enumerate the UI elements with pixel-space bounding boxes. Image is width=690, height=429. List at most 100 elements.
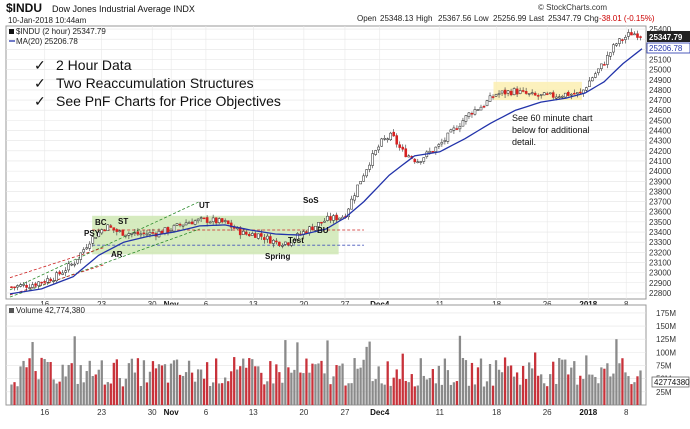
candle-body: [422, 157, 426, 162]
candle-body: [473, 109, 477, 115]
candle-body: [512, 88, 516, 96]
candle-body: [443, 140, 447, 142]
candle-body: [256, 233, 260, 239]
bullet-item: See PnF Charts for Price Objectives: [56, 93, 281, 109]
volume-bar: [606, 363, 609, 405]
volume-bar: [639, 370, 642, 405]
candle-body: [308, 226, 311, 234]
volume-bar: [470, 362, 474, 405]
candle-body: [392, 131, 396, 137]
series-legend: $INDU (2 hour) 25347.79: [16, 27, 106, 36]
bullet-item: 2 Hour Data: [56, 57, 132, 73]
price-tick-label: 23700: [649, 198, 672, 207]
candle-body: [190, 221, 194, 225]
volume-bar: [275, 364, 278, 405]
candle-body: [530, 92, 534, 94]
volume-bar: [67, 364, 70, 405]
candle-body: [124, 234, 128, 237]
volume-bar: [512, 376, 516, 405]
candle-body: [247, 234, 251, 237]
candle-body: [275, 240, 278, 243]
candle-body: [88, 243, 92, 249]
candle-body: [470, 112, 474, 115]
volume-bar: [85, 371, 88, 405]
price-tick-label: 22800: [649, 289, 672, 298]
header-date: 10-Jan-2018 10:44am: [8, 16, 87, 25]
candle-body: [217, 218, 221, 224]
price-tick-label: 24200: [649, 147, 672, 156]
candle-body: [524, 91, 528, 94]
volume-bar: [344, 385, 347, 405]
volume-bar: [239, 366, 242, 405]
candle-body: [350, 198, 353, 210]
annotation-st: ST: [118, 217, 128, 226]
volume-bar: [317, 363, 320, 405]
candle-body: [609, 52, 612, 57]
candle-body: [398, 144, 402, 148]
volume-bar: [10, 384, 13, 405]
candle-body: [618, 38, 621, 44]
volume-bar: [503, 357, 507, 405]
candle-body: [49, 278, 52, 282]
candle-body: [250, 233, 254, 236]
volume-bars: [10, 335, 642, 405]
candle-body: [16, 285, 19, 288]
volume-bar: [163, 364, 167, 405]
volume-bar: [434, 383, 437, 405]
candle-body: [615, 43, 618, 46]
volume-bar: [362, 359, 365, 405]
candle-body: [542, 92, 546, 96]
candle-body: [539, 94, 543, 96]
candle-body: [536, 95, 540, 97]
price-tick-label: 24100: [649, 157, 672, 166]
volume-bar: [461, 357, 465, 405]
volume-date-tick-label: 27: [341, 408, 350, 417]
candle-body: [503, 89, 507, 95]
annotation-ut: UT: [199, 201, 210, 210]
candle-body: [491, 96, 495, 98]
candle-body: [413, 158, 417, 163]
volume-bar: [594, 376, 597, 405]
volume-bar: [172, 360, 176, 405]
volume-bar: [567, 374, 570, 405]
candle-body: [214, 217, 218, 224]
candle-body: [229, 222, 233, 228]
open-label: Open: [357, 14, 377, 23]
volume-bar: [338, 365, 341, 405]
bullet-check: ✓: [34, 75, 46, 91]
candle-body: [579, 91, 582, 94]
candle-body: [127, 233, 131, 236]
volume-bar: [22, 360, 25, 405]
candle-body: [527, 93, 531, 95]
volume-bar: [515, 372, 519, 405]
volume-swatch: [9, 308, 14, 313]
candle-body: [362, 175, 365, 182]
candle-body: [103, 229, 107, 232]
candle-body: [73, 263, 77, 266]
candle-body: [181, 224, 185, 227]
annotation-ps: PSY: [84, 229, 101, 238]
volume-bar: [527, 362, 531, 405]
volume-bar: [79, 365, 82, 405]
candle-body: [40, 281, 43, 284]
price-tick-label: 24800: [649, 86, 672, 95]
volume-bar: [103, 384, 106, 405]
candle-body: [293, 239, 296, 243]
candle-body: [548, 92, 552, 95]
price-tick-label: 23900: [649, 177, 672, 186]
volume-bar: [76, 383, 79, 405]
volume-tick-label: 25M: [656, 388, 672, 397]
volume-bar: [579, 375, 582, 405]
candle-body: [106, 224, 110, 231]
volume-bar: [425, 379, 428, 405]
candle-body: [58, 271, 61, 275]
ohlc-readout: Open 25348.13 High 25367.56 Low 25256.99…: [357, 14, 655, 23]
candle-body: [67, 263, 70, 271]
ma-price-badge-text: 25206.78: [649, 44, 683, 53]
candle-body: [500, 90, 504, 94]
volume-bar: [497, 369, 501, 405]
price-grid: [6, 26, 646, 299]
candle-body: [97, 231, 101, 237]
volume-bar: [224, 377, 227, 405]
volume-bar: [73, 336, 76, 405]
